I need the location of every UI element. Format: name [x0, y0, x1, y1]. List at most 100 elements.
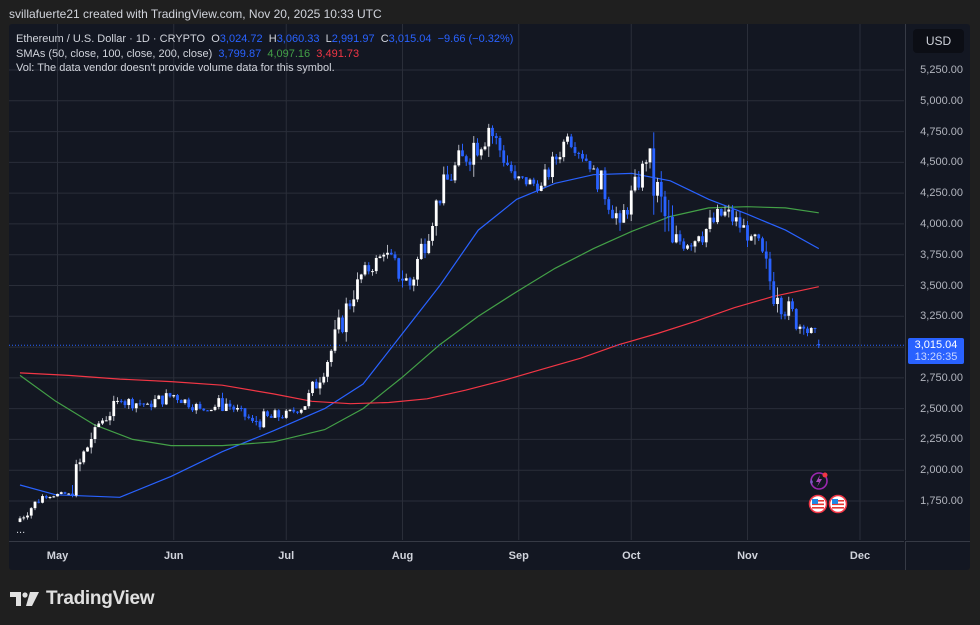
us-flag-icon	[808, 494, 828, 514]
candle	[596, 167, 599, 193]
currency-button[interactable]: USD	[913, 29, 964, 53]
candle	[401, 270, 404, 288]
candle	[258, 419, 262, 430]
crypto-event-icon[interactable]	[806, 470, 832, 492]
sma-label[interactable]: SMAs (50, close, 100, close, 200, close)	[16, 47, 213, 60]
candle	[142, 403, 146, 408]
candle	[37, 499, 41, 504]
price-axis[interactable]: USD 3,015.04 13:26:35 5,250.00 5,000.00 4,…	[905, 24, 970, 540]
candle	[539, 182, 543, 192]
candle	[449, 173, 453, 181]
price-tick: 5,250.00	[920, 64, 963, 76]
candle	[386, 244, 389, 259]
candle	[581, 150, 584, 162]
chart-credit: svillafuerte21 created with TradingView.…	[9, 7, 382, 21]
candle	[652, 132, 656, 215]
candle	[682, 238, 686, 251]
candle	[284, 409, 288, 419]
tradingview-logo: TradingView	[10, 588, 155, 610]
candle	[453, 161, 457, 184]
candle	[629, 185, 633, 222]
candle	[18, 516, 22, 523]
candle	[536, 180, 539, 193]
candle	[772, 271, 776, 307]
candle	[802, 324, 806, 335]
candle	[108, 411, 112, 426]
candle	[746, 220, 749, 248]
us-economic-events-icon[interactable]	[808, 494, 850, 514]
candle	[517, 176, 521, 181]
candle	[641, 160, 644, 191]
candle	[618, 210, 622, 231]
bar-countdown: 13:26:35	[914, 351, 958, 364]
candle	[311, 380, 314, 397]
candle	[817, 339, 821, 349]
low-value: 2,991.97	[331, 33, 375, 45]
candle	[614, 206, 618, 225]
candle	[663, 190, 667, 232]
tradingview-brand: TradingView	[46, 588, 155, 609]
candle	[528, 178, 532, 185]
candle	[704, 228, 708, 248]
time-axis[interactable]: May Jun Jul Aug Sep Oct Nov Dec	[9, 541, 904, 570]
candle	[491, 125, 494, 144]
candle	[659, 171, 663, 213]
candle	[472, 136, 476, 177]
candle	[104, 416, 108, 422]
candle	[341, 315, 344, 334]
candle	[228, 400, 232, 410]
candle	[727, 204, 731, 218]
sma50-value: 3,799.87	[218, 47, 262, 60]
candle	[558, 151, 562, 164]
price-chart-plot[interactable]: Ethereum / U.S. Dollar · 1D · CRYPTO O3,…	[9, 24, 904, 540]
candle	[367, 262, 371, 275]
candle	[337, 309, 341, 334]
candle	[573, 142, 577, 157]
candle	[22, 515, 26, 521]
candle	[764, 241, 768, 269]
candle	[599, 170, 603, 190]
candle	[352, 290, 356, 313]
candle	[382, 252, 386, 262]
time-tick-dec: Dec	[849, 550, 871, 562]
candlestick-chart[interactable]	[9, 24, 904, 540]
candle	[281, 415, 284, 419]
low-label: L	[325, 33, 332, 45]
symbol-title[interactable]: Ethereum / U.S. Dollar · 1D · CRYPTO	[16, 33, 206, 45]
candle	[457, 144, 461, 167]
candle	[577, 151, 581, 159]
candle	[277, 409, 281, 421]
candle	[569, 133, 573, 149]
high-value: 3,060.33	[276, 33, 320, 45]
candle	[667, 199, 671, 232]
candle	[29, 507, 33, 519]
candle	[187, 397, 191, 409]
candle	[723, 206, 727, 218]
price-tick: 4,750.00	[920, 125, 963, 138]
candle	[397, 257, 401, 282]
candle	[149, 400, 153, 411]
candle	[562, 139, 566, 162]
candle	[176, 393, 179, 404]
candle	[749, 234, 753, 241]
candle	[329, 349, 333, 367]
candle	[513, 165, 517, 181]
candle	[191, 404, 194, 413]
time-tick-nov: Nov	[737, 550, 758, 562]
candle	[161, 395, 164, 407]
price-tick: 3,250.00	[920, 310, 963, 323]
more-indicators-ellipsis[interactable]: ...	[16, 524, 26, 536]
candle	[56, 493, 59, 497]
candle	[251, 415, 254, 423]
candle	[296, 411, 299, 415]
candle	[551, 151, 554, 183]
high-label: H	[268, 33, 277, 45]
candle	[622, 204, 626, 223]
candle	[206, 409, 209, 412]
candle	[412, 276, 416, 292]
candle	[168, 392, 172, 398]
candle	[794, 308, 798, 331]
candle	[468, 158, 472, 172]
candle	[438, 200, 442, 206]
candle	[326, 360, 329, 383]
